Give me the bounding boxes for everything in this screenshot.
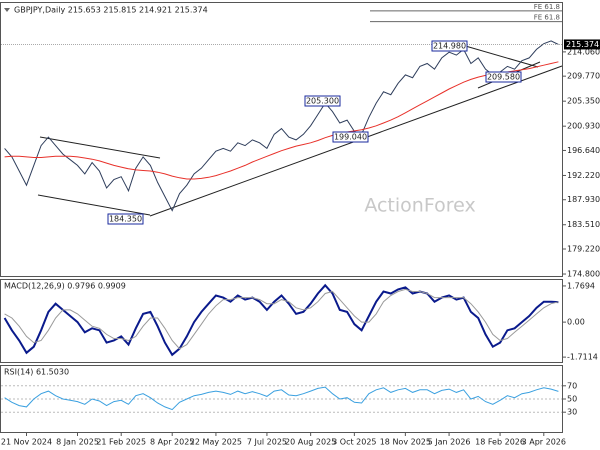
x-tick-label: 8 Apr 2025 (150, 438, 194, 447)
macd-panel (0, 279, 563, 363)
current-price-label: 215.374 (566, 40, 599, 49)
x-tick-label: 18 Feb 2026 (475, 438, 525, 447)
y-tick-label: 179.220 (567, 245, 600, 254)
annotation-box (332, 131, 369, 143)
annotation: 184.350 (109, 215, 142, 224)
fe-label: FE 61.8 (534, 14, 560, 22)
y-tick-label: 30 (567, 408, 577, 417)
y-tick-label: 50 (567, 395, 577, 404)
current-price-box (564, 39, 600, 50)
x-tick-label: 21 Feb 2025 (96, 438, 146, 447)
watermark: ActionForex (364, 195, 475, 217)
y-tick-label: 205.350 (567, 97, 600, 106)
y-tick-label: 0.00 (567, 318, 585, 327)
trendlines (37, 44, 563, 217)
annotation-box (304, 95, 341, 107)
macd-title: MACD(12,26,9) 0.9796 0.9909 (4, 282, 126, 291)
x-tick-label: 21 Nov 2024 (1, 438, 52, 447)
x-tick-label: 3 Apr 2026 (522, 438, 566, 447)
y-tick-label: 200.930 (567, 122, 600, 131)
x-tick-label: 7 Jul 2025 (247, 438, 287, 447)
annotation: 199.040 (334, 133, 367, 142)
x-tick-label: 20 Aug 2025 (285, 438, 336, 447)
x-tick-label: 3 Oct 2025 (332, 438, 376, 447)
x-tick-label: 18 Nov 2025 (380, 438, 431, 447)
annotation: 205.300 (306, 97, 339, 106)
x-tick-label: 8 Jan 2025 (56, 438, 99, 447)
y-tick-label: 214.060 (567, 47, 600, 56)
y-tick-label: 174.800 (567, 270, 600, 279)
y-tick-label: 187.930 (567, 195, 600, 204)
annotation-box (485, 71, 522, 83)
y-tick-label: 183.510 (567, 220, 600, 229)
annotation: 214.980 (433, 42, 466, 51)
series-line (3, 283, 559, 357)
y-tick-label: 1.7694 (567, 281, 595, 290)
fe-label: FE 61.8 (534, 3, 560, 11)
series-line (4, 386, 559, 411)
menu-icon (4, 8, 10, 12)
x-tick-label: 5 Jan 2026 (428, 438, 471, 447)
series-line (4, 288, 559, 350)
annotation: 209.580 (487, 73, 520, 82)
rsi-title: RSI(14) 61.5030 (4, 368, 69, 377)
annotation-box (431, 40, 468, 52)
x-tick-label: 22 May 2025 (190, 438, 242, 447)
series-line (4, 61, 559, 180)
price-panel (0, 2, 563, 277)
series-line (4, 40, 559, 212)
y-tick-label: 196.640 (567, 146, 600, 155)
annotation-box (107, 213, 144, 225)
y-tick-label: 70 (567, 381, 577, 390)
y-tick-label: 209.770 (567, 72, 600, 81)
y-tick-label: -1.7114 (567, 353, 598, 362)
price-title: GBPJPY,Daily 215.653 215.815 214.921 215… (14, 6, 208, 15)
y-tick-label: 192.220 (567, 171, 600, 180)
